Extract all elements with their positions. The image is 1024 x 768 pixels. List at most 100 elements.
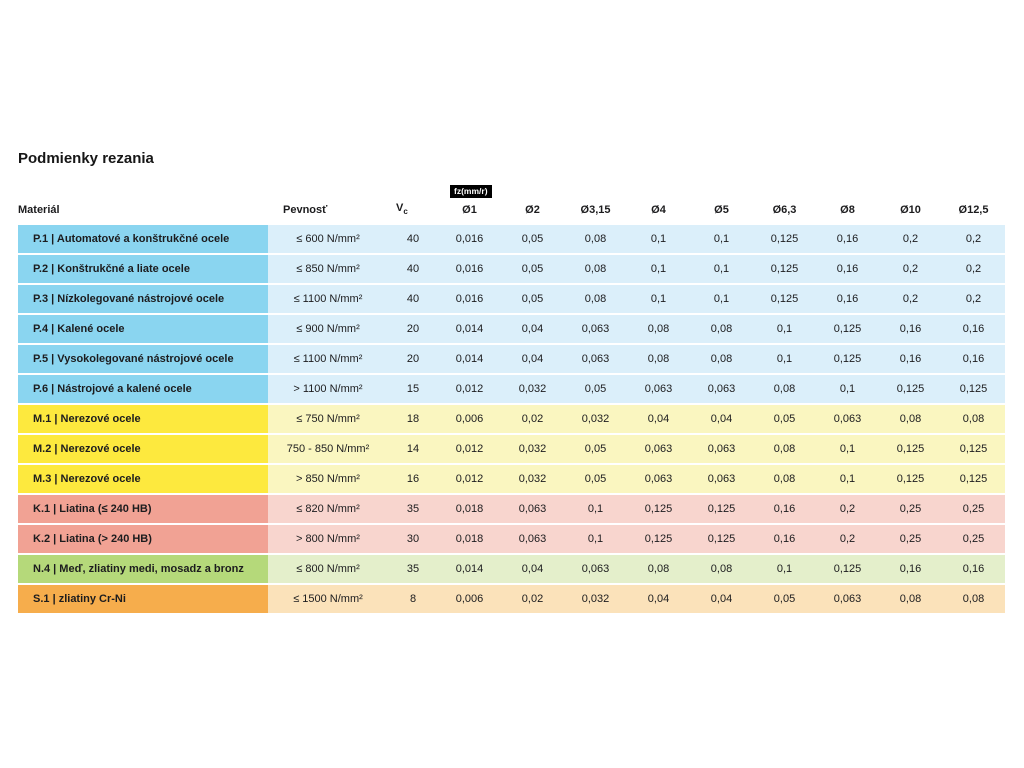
material-cell: P.2 | Konštrukčné a liate ocele (18, 255, 268, 283)
fz-cell: 0,08 (879, 405, 942, 433)
fz-cell: 0,08 (564, 255, 627, 283)
vc-cell: 35 (388, 495, 438, 523)
fz-cell: 0,014 (438, 555, 501, 583)
fz-cell: 0,16 (816, 285, 879, 313)
fz-cell: 0,032 (564, 405, 627, 433)
fz-cell: 0,08 (879, 585, 942, 613)
strength-cell: ≤ 900 N/mm² (268, 315, 388, 343)
header-strength: Pevnosť (283, 204, 328, 216)
fz-cell: 0,08 (690, 345, 753, 373)
vc-cell: 18 (388, 405, 438, 433)
strength-cell: ≤ 800 N/mm² (268, 555, 388, 583)
page: Podmienky rezania Materiál Pevnosť Vc fz… (18, 150, 1005, 613)
fz-cell: 0,125 (816, 555, 879, 583)
fz-cell: 0,2 (816, 525, 879, 553)
vc-cell: 16 (388, 465, 438, 493)
table-row: P.3 | Nízkolegované nástrojové ocele ≤ 11… (18, 285, 1005, 313)
fz-cell: 0,014 (438, 345, 501, 373)
fz-cell: 0,1 (753, 315, 816, 343)
strength-cell: ≤ 600 N/mm² (268, 225, 388, 253)
table-row: M.2 | Nerezové ocele 750 - 850 N/mm² 14 0,0… (18, 435, 1005, 463)
fz-cell: 0,02 (501, 405, 564, 433)
fz-cell: 0,05 (501, 285, 564, 313)
fz-cell: 0,04 (627, 405, 690, 433)
fz-cell: 0,05 (564, 465, 627, 493)
fz-cell: 0,08 (753, 465, 816, 493)
fz-cell: 0,16 (816, 225, 879, 253)
page-title: Podmienky rezania (18, 150, 154, 167)
fz-cell: 0,08 (942, 405, 1005, 433)
vc-cell: 35 (388, 555, 438, 583)
header-diameter: Ø5 (714, 204, 729, 216)
fz-cell: 0,08 (942, 585, 1005, 613)
fz-cell: 0,006 (438, 585, 501, 613)
vc-subscript: c (403, 207, 408, 216)
header-diameter: Ø8 (840, 204, 855, 216)
fz-cell: 0,04 (501, 555, 564, 583)
material-cell: M.3 | Nerezové ocele (18, 465, 268, 493)
fz-cell: 0,063 (627, 375, 690, 403)
table-row: P.5 | Vysokolegované nástrojové ocele ≤ 1… (18, 345, 1005, 373)
fz-cell: 0,02 (501, 585, 564, 613)
fz-cell: 0,1 (627, 285, 690, 313)
vc-symbol: V (396, 201, 404, 214)
fz-cell: 0,05 (501, 255, 564, 283)
fz-cell: 0,08 (564, 225, 627, 253)
vc-cell: 14 (388, 435, 438, 463)
fz-cell: 0,16 (879, 345, 942, 373)
vc-cell: 40 (388, 225, 438, 253)
fz-cell: 0,05 (564, 435, 627, 463)
fz-cell: 0,08 (627, 345, 690, 373)
fz-cell: 0,125 (942, 375, 1005, 403)
fz-unit-badge: fz(mm/r) (450, 185, 492, 199)
fz-cell: 0,012 (438, 435, 501, 463)
table-row: M.1 | Nerezové ocele ≤ 750 N/mm² 18 0,006 0,… (18, 405, 1005, 433)
fz-cell: 0,05 (753, 585, 816, 613)
fz-cell: 0,2 (879, 255, 942, 283)
fz-cell: 0,04 (501, 345, 564, 373)
header-diameter: Ø6,3 (772, 204, 797, 216)
table-row: M.3 | Nerezové ocele > 850 N/mm² 16 0,012 0,… (18, 465, 1005, 493)
fz-cell: 0,063 (501, 525, 564, 553)
fz-cell: 0,125 (753, 255, 816, 283)
fz-cell: 0,063 (564, 315, 627, 343)
table-row: P.6 | Nástrojové a kalené ocele > 1100 N/… (18, 375, 1005, 403)
fz-cell: 0,125 (942, 465, 1005, 493)
fz-cell: 0,125 (627, 525, 690, 553)
material-cell: M.2 | Nerezové ocele (18, 435, 268, 463)
fz-cell: 0,2 (942, 225, 1005, 253)
fz-cell: 0,016 (438, 285, 501, 313)
fz-cell: 0,125 (816, 345, 879, 373)
fz-cell: 0,063 (816, 405, 879, 433)
fz-cell: 0,1 (627, 225, 690, 253)
fz-cell: 0,1 (564, 525, 627, 553)
fz-cell: 0,25 (942, 525, 1005, 553)
fz-cell: 0,125 (627, 495, 690, 523)
strength-cell: ≤ 1100 N/mm² (268, 285, 388, 313)
fz-cell: 0,063 (627, 435, 690, 463)
fz-cell: 0,018 (438, 525, 501, 553)
fz-cell: 0,125 (816, 315, 879, 343)
vc-cell: 20 (388, 315, 438, 343)
fz-cell: 0,05 (501, 225, 564, 253)
fz-cell: 0,05 (753, 405, 816, 433)
header-diameter: Ø2 (525, 204, 540, 216)
table-row: K.1 | Liatina (≤ 240 HB) ≤ 820 N/mm² 35 0,0… (18, 495, 1005, 523)
fz-cell: 0,032 (501, 465, 564, 493)
material-cell: P.5 | Vysokolegované nástrojové ocele (18, 345, 268, 373)
fz-cell: 0,04 (690, 585, 753, 613)
vc-cell: 8 (388, 585, 438, 613)
fz-cell: 0,16 (879, 555, 942, 583)
fz-cell: 0,16 (942, 345, 1005, 373)
fz-cell: 0,25 (879, 525, 942, 553)
fz-cell: 0,063 (564, 345, 627, 373)
fz-cell: 0,063 (501, 495, 564, 523)
fz-cell: 0,25 (879, 495, 942, 523)
fz-cell: 0,063 (816, 585, 879, 613)
fz-cell: 0,16 (753, 495, 816, 523)
fz-cell: 0,063 (564, 555, 627, 583)
fz-cell: 0,04 (627, 585, 690, 613)
fz-cell: 0,016 (438, 255, 501, 283)
fz-cell: 0,1 (753, 345, 816, 373)
fz-cell: 0,1 (816, 465, 879, 493)
